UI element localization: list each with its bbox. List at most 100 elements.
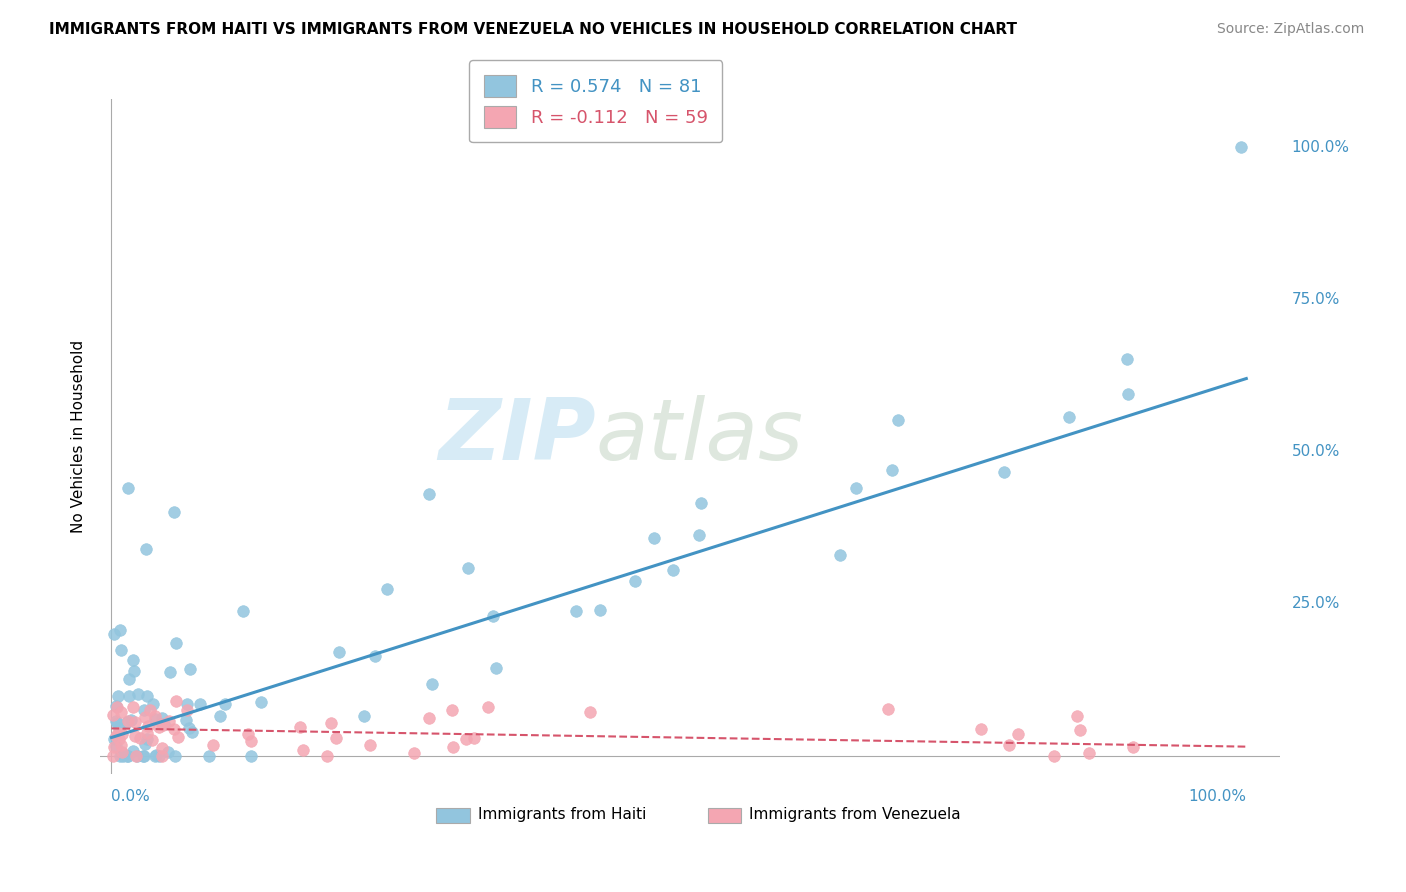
Point — [209, 708, 232, 723]
Point — [482, 608, 505, 623]
Point — [463, 731, 485, 745]
Point — [643, 531, 665, 545]
Point — [121, 744, 143, 758]
Point — [117, 748, 139, 763]
Point — [127, 748, 149, 763]
Point — [239, 734, 262, 748]
Point — [104, 730, 127, 744]
Point — [239, 748, 262, 763]
Point — [108, 721, 131, 735]
Point — [163, 505, 186, 519]
Point — [134, 709, 156, 723]
Point — [136, 689, 159, 703]
Point — [118, 689, 141, 703]
Point — [325, 731, 347, 745]
Point — [127, 687, 149, 701]
Point — [101, 708, 124, 723]
Point — [690, 496, 713, 510]
Point — [110, 738, 132, 752]
FancyBboxPatch shape — [709, 808, 741, 822]
Point — [105, 700, 128, 714]
Point — [828, 548, 851, 562]
Point — [136, 726, 159, 740]
Point — [135, 541, 157, 556]
Point — [214, 698, 236, 712]
Point — [134, 737, 156, 751]
Y-axis label: No Vehicles in Household: No Vehicles in Household — [72, 340, 86, 533]
Text: atlas: atlas — [596, 395, 804, 478]
Point — [108, 732, 131, 747]
Point — [112, 748, 135, 763]
Point — [153, 716, 176, 731]
Point — [418, 487, 440, 501]
Point — [159, 665, 181, 679]
Point — [117, 748, 139, 763]
Point — [232, 604, 254, 618]
Point — [166, 730, 188, 744]
Point — [1007, 727, 1029, 741]
Point — [375, 582, 398, 596]
Point — [107, 726, 129, 740]
Point — [150, 748, 173, 763]
Point — [110, 642, 132, 657]
Point — [143, 748, 166, 763]
Point — [1057, 410, 1080, 425]
Point — [1066, 709, 1088, 723]
Point — [110, 746, 132, 760]
Point — [163, 722, 186, 736]
Point — [165, 748, 187, 763]
Point — [250, 695, 273, 709]
Point — [145, 747, 167, 762]
Point — [103, 731, 125, 746]
Point — [845, 481, 868, 495]
Point — [457, 561, 479, 575]
Point — [108, 623, 131, 637]
Point — [150, 717, 173, 731]
Point — [288, 720, 311, 734]
Point — [623, 574, 645, 589]
Point — [359, 739, 381, 753]
Point — [880, 462, 903, 476]
Point — [108, 748, 131, 763]
Text: 75.0%: 75.0% — [1292, 292, 1340, 307]
Point — [124, 715, 146, 730]
Text: Immigrants from Venezuela: Immigrants from Venezuela — [749, 807, 960, 822]
Point — [105, 716, 128, 731]
Point — [315, 748, 337, 763]
Point — [198, 748, 221, 763]
Point — [236, 727, 259, 741]
Point — [319, 715, 342, 730]
Point — [589, 603, 612, 617]
Text: Immigrants from Haiti: Immigrants from Haiti — [478, 807, 647, 822]
Point — [364, 649, 387, 664]
Point — [141, 733, 163, 747]
Point — [440, 703, 463, 717]
Point — [132, 703, 155, 717]
Text: 50.0%: 50.0% — [1292, 444, 1340, 459]
Point — [565, 604, 588, 618]
Point — [176, 697, 198, 711]
Text: 100.0%: 100.0% — [1188, 789, 1246, 805]
Point — [1116, 387, 1139, 401]
Point — [176, 703, 198, 717]
Point — [202, 738, 225, 752]
Point — [103, 627, 125, 641]
Point — [111, 745, 134, 759]
Point — [157, 714, 180, 728]
Point — [148, 720, 170, 734]
Point — [993, 465, 1015, 479]
Point — [152, 718, 174, 732]
Point — [150, 741, 173, 756]
Point — [142, 698, 165, 712]
Point — [1078, 746, 1101, 760]
Point — [485, 661, 508, 675]
Point — [402, 747, 425, 761]
Point — [124, 729, 146, 743]
FancyBboxPatch shape — [436, 808, 470, 822]
Point — [134, 748, 156, 763]
Point — [174, 713, 197, 727]
Point — [1043, 748, 1066, 763]
Point — [165, 694, 187, 708]
Point — [150, 710, 173, 724]
Point — [688, 528, 710, 542]
